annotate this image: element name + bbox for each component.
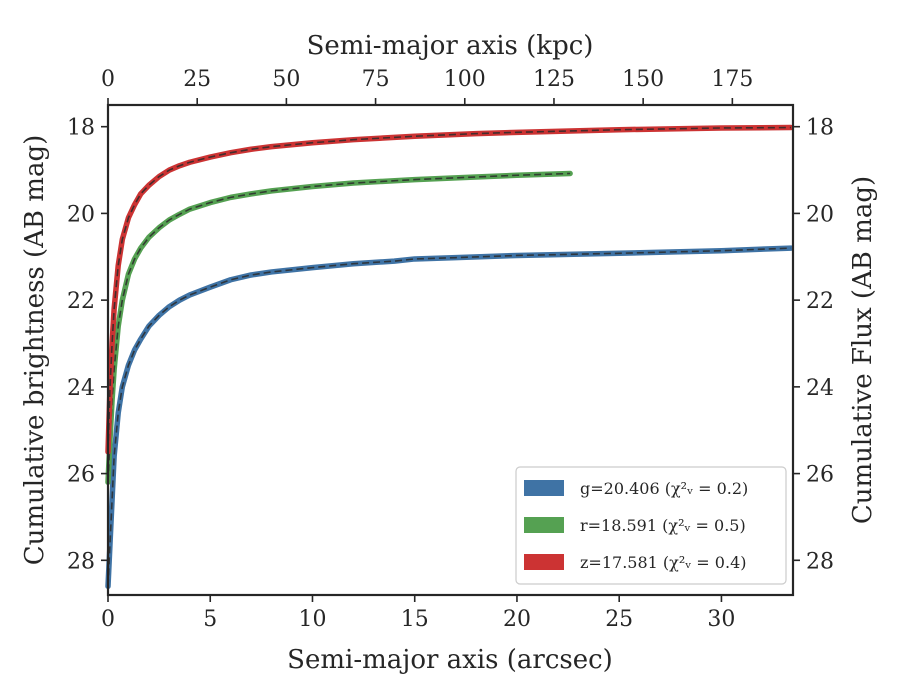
legend: g=20.406 (χ²ᵥ = 0.2) r=18.591 (χ²ᵥ = 0.5)…: [515, 466, 787, 585]
plot-area: [105, 124, 794, 590]
x-tick-label-5: 25: [605, 607, 633, 632]
legend-label-2: z=17.581 (χ²ᵥ = 0.4): [580, 553, 746, 572]
top-x-tick-label-4: 100: [444, 67, 486, 92]
right-y-tick-label-2: 22: [806, 289, 834, 314]
legend-swatch-1: [524, 517, 564, 533]
legend-items: g=20.406 (χ²ᵥ = 0.2) r=18.591 (χ²ᵥ = 0.5)…: [524, 479, 748, 572]
y-tick-label-5: 28: [67, 549, 95, 574]
x-tick-label-6: 30: [707, 607, 735, 632]
top-x-tick-label-3: 75: [362, 67, 390, 92]
series-fit-line-1: [107, 172, 571, 483]
x-tick-label-2: 10: [298, 607, 326, 632]
series-line-1: [105, 170, 573, 486]
legend-swatch-2: [524, 554, 564, 570]
x-tick-label-1: 5: [203, 607, 217, 632]
y-tick-label-0: 18: [67, 116, 95, 141]
y-axis-title: Cumulative brightness (AB mag): [20, 135, 50, 566]
top-x-tick-label-1: 25: [183, 67, 211, 92]
top-x-tick-label-6: 150: [622, 67, 664, 92]
y-tick-label-3: 24: [67, 376, 95, 401]
top-x-tick-label-2: 50: [272, 67, 300, 92]
top-x-tick-label-5: 125: [533, 67, 575, 92]
legend-frame: [515, 466, 787, 585]
legend-label-0: g=20.406 (χ²ᵥ = 0.2): [580, 479, 748, 498]
x-tick-label-4: 20: [503, 607, 531, 632]
top-x-axis-title: Semi-major axis (kpc): [307, 31, 594, 61]
series-fit-line-2: [107, 126, 791, 452]
right-y-tick-label-0: 18: [806, 116, 834, 141]
x-axis-title: Semi-major axis (arcsec): [287, 645, 613, 675]
series-layer: [105, 124, 794, 590]
right-y-tick-label-3: 24: [806, 376, 834, 401]
top-x-tick-label-7: 175: [711, 67, 753, 92]
series-fit-line-0: [107, 247, 791, 587]
right-y-tick-label-4: 26: [806, 463, 834, 488]
ticks-layer: 0 5 10 15 20 25 30 0 25 50 75 100 125 150 175 18 18 20 20 2…: [67, 67, 834, 632]
x-tick-label-0: 0: [101, 607, 115, 632]
x-tick-label-3: 15: [401, 607, 429, 632]
plot-frame: [106, 103, 795, 597]
right-y-axis-title: Cumulative Flux (AB mag): [848, 176, 878, 524]
y-tick-label-1: 20: [67, 202, 95, 227]
legend-label-1: r=18.591 (χ²ᵥ = 0.5): [580, 516, 746, 535]
y-tick-label-2: 22: [67, 289, 95, 314]
right-y-tick-label-5: 28: [806, 549, 834, 574]
y-tick-label-4: 26: [67, 463, 95, 488]
right-y-tick-label-1: 20: [806, 202, 834, 227]
legend-swatch-0: [524, 480, 564, 496]
top-x-tick-label-0: 0: [101, 67, 115, 92]
